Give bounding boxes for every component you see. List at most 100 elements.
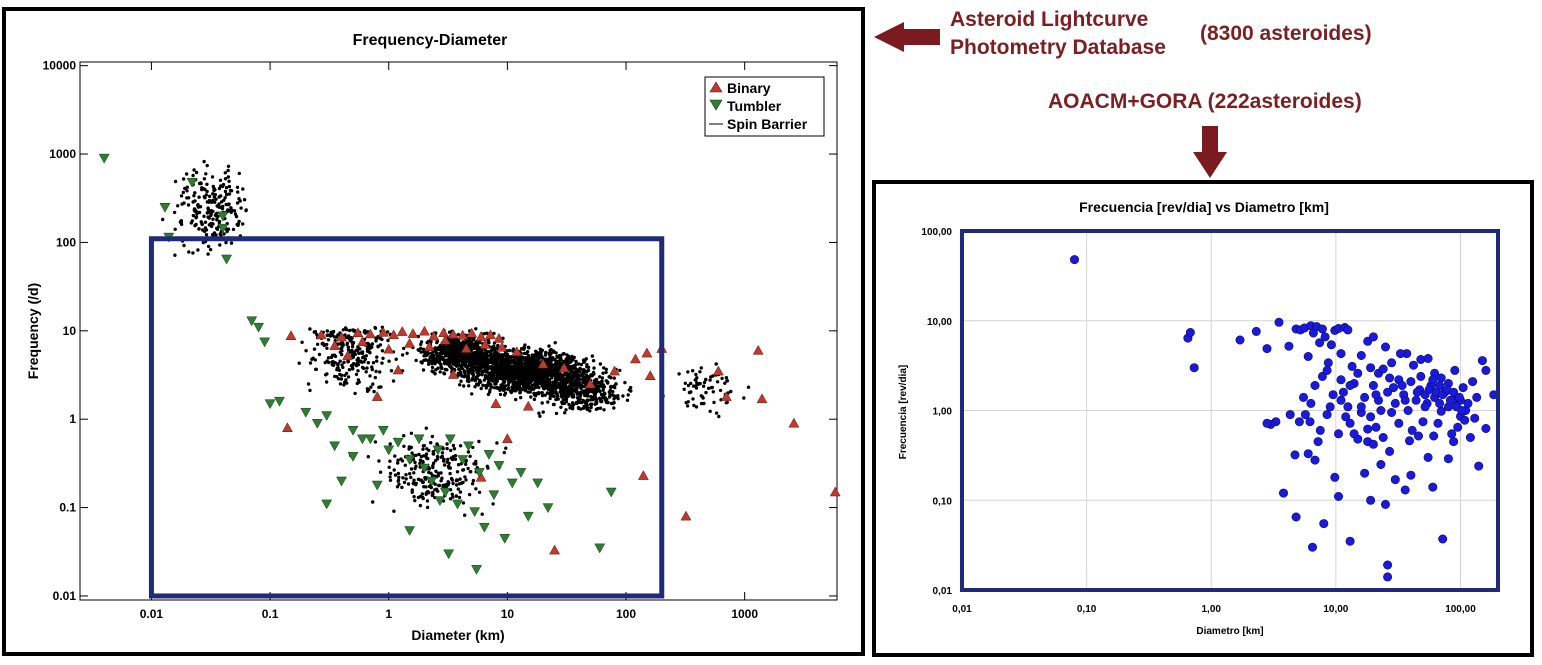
field-point <box>459 372 463 377</box>
binary-point <box>383 343 395 354</box>
field-point <box>695 381 699 385</box>
binary-point <box>549 544 561 555</box>
tumbler-point <box>469 507 481 518</box>
field-point <box>362 355 366 359</box>
right-data-point <box>1390 398 1400 408</box>
field-point <box>200 222 204 227</box>
field-point <box>325 329 329 333</box>
field-point <box>471 445 475 450</box>
field-point <box>453 363 457 367</box>
field-point <box>474 356 479 360</box>
field-point <box>485 375 490 380</box>
field-point <box>457 367 461 372</box>
left-plot-area <box>79 61 838 601</box>
tumbler-point <box>221 254 233 265</box>
field-point <box>557 360 561 364</box>
field-point <box>192 194 196 198</box>
tumbler-point <box>439 487 451 498</box>
field-point <box>378 470 383 474</box>
field-point <box>567 365 571 369</box>
field-point <box>554 377 558 381</box>
field-point <box>220 207 225 211</box>
tumbler-point <box>321 499 333 510</box>
field-point <box>491 377 495 381</box>
binary-point <box>720 391 732 401</box>
field-point <box>371 382 375 386</box>
binary-point <box>752 344 764 355</box>
field-point <box>340 349 344 353</box>
field-point <box>417 452 421 457</box>
field-point <box>466 366 470 371</box>
left-y-axis-label: Frequency (/d) <box>25 283 41 379</box>
binary-point <box>788 417 800 428</box>
right-x-tick-label: 0,10 <box>1077 604 1097 615</box>
field-point <box>502 450 506 455</box>
field-point <box>211 217 215 221</box>
right-data-point <box>1353 368 1363 378</box>
field-point <box>366 342 370 346</box>
tumbler-point <box>499 533 511 544</box>
tumbler-point <box>329 441 341 452</box>
field-point <box>543 393 547 397</box>
field-point <box>396 461 400 465</box>
tumbler-point <box>311 418 323 429</box>
field-point <box>559 358 563 362</box>
field-point <box>239 206 243 210</box>
field-point <box>199 181 203 185</box>
field-point <box>540 391 544 395</box>
field-point <box>576 362 581 366</box>
field-point <box>445 446 449 451</box>
right-data-point <box>1334 429 1344 439</box>
right-data-point <box>1481 365 1491 375</box>
right-data-point <box>1189 363 1199 373</box>
right-data-point <box>1414 431 1424 441</box>
field-point <box>388 478 393 482</box>
right-data-point <box>1443 454 1453 464</box>
field-point <box>526 384 531 388</box>
field-point <box>354 348 358 352</box>
right-data-point <box>1438 534 1448 544</box>
field-point <box>526 345 531 349</box>
field-point <box>336 377 341 381</box>
field-point <box>431 370 435 374</box>
field-point <box>594 401 599 406</box>
field-point <box>515 355 519 359</box>
binary-point <box>396 326 408 336</box>
field-point <box>537 368 542 373</box>
right-data-point <box>1416 371 1426 381</box>
field-point <box>476 367 481 371</box>
right-data-point <box>1338 387 1348 397</box>
field-point <box>392 468 396 472</box>
field-point <box>480 352 485 357</box>
right-data-point <box>1449 387 1459 397</box>
right-data-point <box>1433 418 1443 428</box>
field-point <box>470 366 474 371</box>
field-point <box>526 377 531 382</box>
field-point <box>540 393 545 398</box>
field-point <box>313 358 317 362</box>
field-point <box>484 351 488 355</box>
right-data-point <box>1429 431 1439 441</box>
left-y-tick-label: 10 <box>63 324 77 338</box>
tumbler-point <box>419 463 430 474</box>
right-data-point <box>1315 425 1325 435</box>
field-point <box>444 483 448 487</box>
field-point <box>308 327 312 331</box>
field-point <box>451 342 455 346</box>
right-data-point <box>1400 485 1410 495</box>
right-data-point <box>1436 373 1446 383</box>
binary-point <box>364 328 376 339</box>
field-point <box>458 477 462 481</box>
field-point <box>576 406 581 411</box>
field-point <box>218 243 222 247</box>
field-point <box>377 459 381 463</box>
field-point <box>518 389 522 394</box>
tumbler-point <box>404 455 416 466</box>
field-point <box>363 357 368 361</box>
binary-point <box>388 329 400 340</box>
left-legend: Binary Tumbler Spin Barrier <box>704 76 825 137</box>
tumbler-point <box>383 445 395 456</box>
field-point <box>436 474 440 478</box>
right-data-point <box>1406 377 1416 387</box>
